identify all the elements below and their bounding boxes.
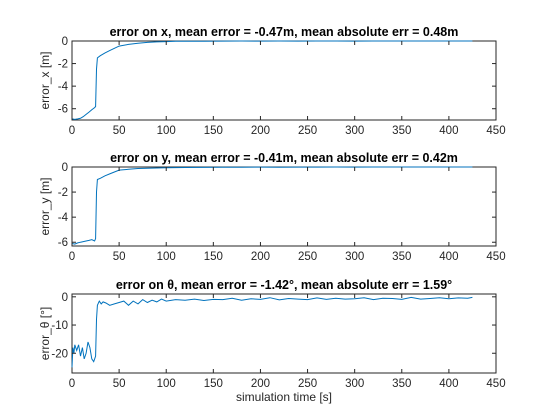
- x-tick-label: 400: [439, 378, 458, 390]
- subplot-2: 0 50 100 150 200 250 300 350 400 450 0 -2 -4 -6 error …: [38, 151, 506, 263]
- chart-title: error on θ, mean error = -1.42°, mean ab…: [116, 278, 452, 292]
- x-tick-label: 250: [298, 251, 317, 263]
- y-tick-label: -6: [58, 237, 68, 249]
- x-tick-label: 450: [486, 251, 505, 263]
- chart-title: error on x, mean error = -0.47m, mean ab…: [110, 25, 459, 39]
- plot-area: [71, 40, 497, 121]
- x-tick-label: 200: [251, 125, 270, 137]
- x-tick-label: 400: [439, 251, 458, 263]
- x-tick-label: 200: [251, 251, 270, 263]
- x-tick-label: 250: [298, 125, 317, 137]
- y-tick-label: -4: [58, 81, 69, 93]
- y-axis-label: error_θ [°]: [38, 307, 52, 360]
- x-tick-label: 50: [113, 378, 126, 390]
- x-tick-label: 50: [113, 125, 126, 137]
- y-axis-label: error_x [m]: [38, 51, 52, 109]
- x-tick-label: 300: [345, 251, 364, 263]
- y-tick-label: 0: [62, 36, 68, 48]
- subplot-1: 0 50 100 150 200 250 300 350 400 450 0 -2 -4 -6 error …: [38, 25, 506, 137]
- x-tick-label: 100: [157, 125, 176, 137]
- y-tick-label: -2: [58, 59, 68, 71]
- y-tick-label: -4: [58, 212, 69, 224]
- y-axis-label: error_y [m]: [38, 177, 52, 235]
- x-tick-label: 100: [157, 251, 176, 263]
- plot-area: [71, 166, 497, 247]
- y-tick-label: -10: [51, 320, 68, 332]
- series-line-1: [71, 296, 473, 368]
- subplots: 0 50 100 150 200 250 300 350 400 450 0 -2 -4 -6 error …: [38, 25, 506, 404]
- x-tick-label: 300: [345, 378, 364, 390]
- x-tick-label: 50: [113, 251, 126, 263]
- x-tick-label: 200: [251, 378, 270, 390]
- x-tick-label: 0: [69, 125, 75, 137]
- x-tick-label: 150: [204, 378, 223, 390]
- x-tick-label: 350: [392, 125, 411, 137]
- x-tick-label: 0: [69, 378, 75, 390]
- y-tick-label: 0: [62, 292, 68, 304]
- x-tick-label: 250: [298, 378, 317, 390]
- chart-title: error on y, mean error = -0.41m, mean ab…: [110, 151, 458, 165]
- x-tick-label: 400: [439, 125, 458, 137]
- y-tick-label: -6: [58, 104, 68, 116]
- x-axis-label: simulation time [s]: [236, 390, 332, 404]
- x-tick-label: 300: [345, 125, 364, 137]
- x-tick-label: 450: [486, 378, 505, 390]
- x-tick-label: 450: [486, 125, 505, 137]
- x-tick-label: 150: [204, 251, 223, 263]
- series-line-1: [71, 40, 473, 120]
- subplot-3: 0 50 100 150 200 250 300 350 400 450 0 -10 -20 error …: [38, 278, 506, 404]
- plot-area: [71, 293, 497, 374]
- x-tick-label: 0: [69, 251, 75, 263]
- x-tick-label: 100: [157, 378, 176, 390]
- x-tick-label: 150: [204, 125, 223, 137]
- y-tick-label: 0: [62, 162, 68, 174]
- y-tick-label: -2: [58, 187, 68, 199]
- x-tick-label: 350: [392, 378, 411, 390]
- y-tick-label: -20: [51, 348, 68, 360]
- series-line-1: [71, 166, 473, 245]
- x-tick-label: 350: [392, 251, 411, 263]
